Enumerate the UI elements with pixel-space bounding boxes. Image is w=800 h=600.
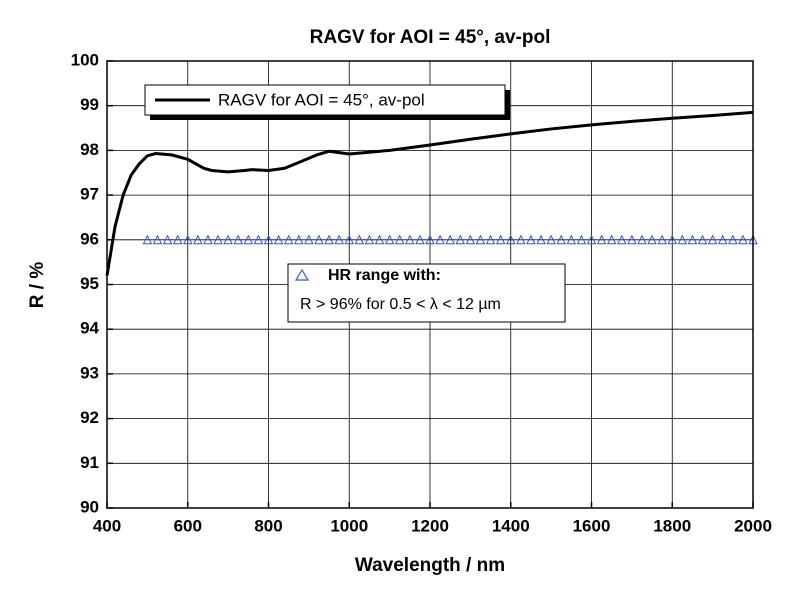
- y-tick-label: 99: [80, 95, 99, 114]
- triangle-marker: [526, 234, 536, 245]
- triangle-marker: [405, 234, 415, 245]
- triangle-marker: [505, 234, 516, 245]
- x-axis-title: Wavelength / nm: [355, 555, 505, 576]
- triangle-marker: [152, 234, 163, 245]
- triangle-marker: [304, 234, 314, 245]
- triangle-marker: [647, 234, 657, 245]
- triangle-marker: [556, 234, 567, 245]
- triangle-marker: [283, 234, 294, 245]
- annotation-frame: [287, 263, 566, 323]
- y-tick-label: 100: [71, 50, 99, 69]
- triangle-marker: [485, 234, 496, 245]
- triangle-marker: [536, 234, 546, 245]
- x-tick-label: 800: [254, 516, 282, 535]
- triangle-marker: [384, 234, 395, 245]
- x-tick-label: 1400: [492, 516, 530, 535]
- triangle-marker: [728, 234, 738, 245]
- triangle-marker: [142, 234, 153, 245]
- triangle-marker: [162, 234, 173, 245]
- x-tick-label: 1200: [411, 516, 449, 535]
- plot-frame: [106, 60, 754, 509]
- triangle-marker: [182, 234, 193, 245]
- legend-marker: [294, 268, 310, 281]
- triangle-marker: [293, 234, 304, 245]
- y-tick-label: 92: [80, 408, 99, 427]
- chart-title: RAGV for AOI = 45°, av-pol: [310, 27, 551, 48]
- triangle-marker: [667, 234, 678, 245]
- triangle-marker: [657, 234, 667, 245]
- triangle-marker: [193, 234, 203, 245]
- triangle-marker: [546, 234, 556, 245]
- triangle-marker: [465, 234, 476, 245]
- triangle-marker: [616, 234, 627, 245]
- triangle-marker: [677, 234, 688, 245]
- x-tick-label: 1800: [653, 516, 691, 535]
- y-tick-label: 97: [80, 185, 99, 204]
- triangle-marker: [263, 234, 274, 245]
- y-tick-label: 90: [80, 497, 99, 516]
- triangle-marker: [394, 234, 405, 245]
- x-tick-label: 400: [93, 516, 121, 535]
- triangle-marker: [334, 234, 344, 245]
- data-line: [105, 110, 754, 276]
- triangle-marker: [596, 234, 607, 245]
- triangle-marker: [435, 234, 445, 245]
- y-tick-label: 98: [80, 140, 99, 159]
- triangle-marker: [586, 234, 597, 245]
- triangle-marker: [223, 234, 233, 245]
- triangle-marker: [475, 234, 486, 245]
- legend: RAGV for AOI = 45°, av-pol: [144, 84, 510, 120]
- triangle-marker: [253, 234, 264, 245]
- triangle-marker: [495, 234, 506, 245]
- triangle-marker: [203, 234, 213, 245]
- y-tick-label: 93: [80, 363, 99, 382]
- triangle-marker: [425, 234, 435, 245]
- x-tick-label: 600: [174, 516, 202, 535]
- triangle-marker: [374, 234, 385, 245]
- triangle-marker: [697, 234, 708, 245]
- legend-label: HR range with:: [328, 267, 441, 284]
- plot-marks: [105, 110, 758, 276]
- triangle-marker: [324, 234, 334, 245]
- y-tick-label: 96: [80, 229, 99, 248]
- x-tick-label: 1000: [330, 516, 368, 535]
- triangle-marker: [516, 234, 526, 245]
- triangle-marker: [243, 234, 254, 245]
- triangle-marker: [738, 234, 748, 245]
- triangle-marker: [314, 234, 324, 245]
- triangle-marker: [344, 234, 355, 245]
- triangle-marker: [627, 234, 637, 245]
- triangle-marker: [172, 234, 183, 245]
- y-axis-title: R / %: [27, 262, 48, 309]
- triangle-marker: [273, 234, 284, 245]
- y-tick-label: 94: [80, 319, 99, 338]
- annotation: R > 96% for 0.5 < λ < 12 µm: [300, 296, 501, 313]
- triangle-marker: [445, 234, 455, 245]
- triangle-marker: [687, 234, 698, 245]
- triangle-marker: [364, 234, 375, 245]
- x-tick-label: 2000: [734, 516, 772, 535]
- x-tick-label: 1600: [573, 516, 611, 535]
- triangle-marker: [717, 234, 728, 245]
- y-tick-label: 91: [80, 453, 99, 472]
- triangle-marker: [415, 234, 425, 245]
- legend-label: RAGV for AOI = 45°, av-pol: [218, 90, 425, 109]
- triangle-marker: [455, 234, 466, 245]
- triangle-marker: [354, 234, 365, 245]
- triangle-marker: [606, 234, 617, 245]
- triangle-marker: [576, 234, 587, 245]
- triangle-marker: [213, 234, 223, 245]
- annotation-box: HR range with: R > 96% for 0.5 < λ < 12 …: [287, 263, 566, 323]
- triangle-marker: [233, 234, 244, 245]
- y-tick-label: 95: [80, 274, 99, 293]
- triangle-marker: [637, 234, 647, 245]
- triangle-marker: [707, 234, 718, 245]
- triangle-marker: [566, 234, 577, 245]
